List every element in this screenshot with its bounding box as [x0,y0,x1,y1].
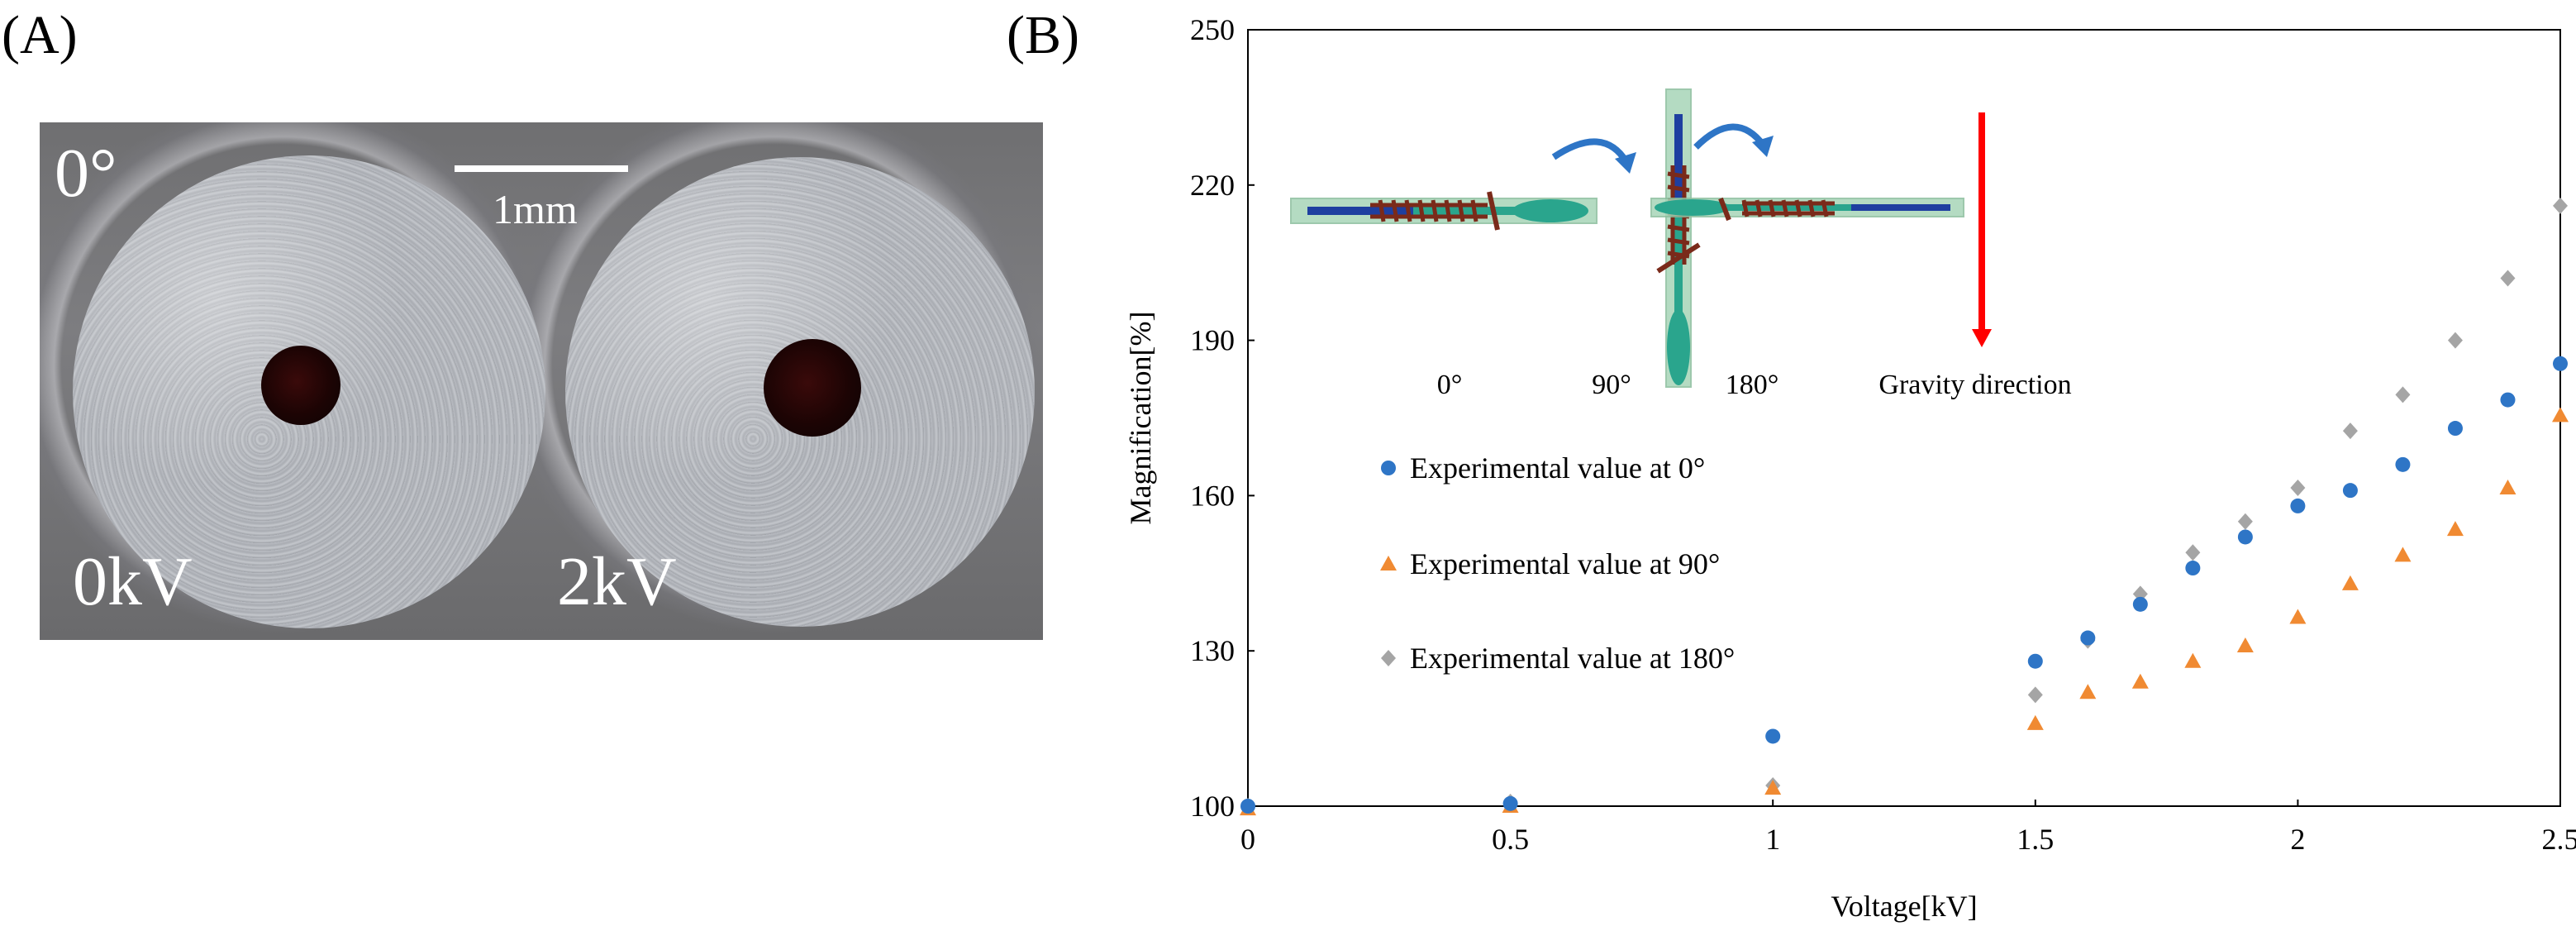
point-circle [1765,728,1781,744]
legend-label: Experimental value at 90° [1410,547,1720,580]
legend-marker-diamond [1381,650,1396,666]
point-circle [2027,653,2043,669]
panel-a-label: (A) [2,5,78,65]
point-circle [2553,356,2568,371]
point-circle [2237,529,2253,545]
rotate-arrow-1-icon [1551,138,1630,165]
point-circle [2395,456,2411,472]
point-triangle [2499,480,2516,495]
gravity-label: Gravity direction [1878,370,2071,400]
x-tick-label: 0.5 [1492,823,1529,856]
coil-0deg [1370,199,1488,222]
point-diamond [2027,686,2043,704]
point-triangle [2131,673,2149,689]
point-diamond [2342,423,2358,440]
point-circle [2447,421,2463,437]
point-triangle [2341,575,2359,590]
point-triangle [2552,407,2569,423]
tube-180deg [1719,204,1859,211]
y-tick-label: 190 [1190,324,1235,357]
magnification-chart: 0 0.5 1 1.5 2 2.5 100 130 160 190 220 250 Voltage[kV… [1107,0,2576,931]
orientation-label-180: 180° [1726,370,1779,400]
left-voltage-label: 0kV [73,543,193,620]
bulb-0deg [1512,199,1588,222]
scale-bar [455,165,628,172]
point-triangle [2026,714,2044,730]
point-diamond [2290,480,2306,497]
point-triangle [2446,521,2464,537]
specimen-photo: 0° 1mm 0kV 2kV [40,122,1043,640]
point-circle [2185,561,2201,576]
orientation-label-90: 90° [1592,370,1631,400]
point-circle [2500,392,2516,408]
y-tick-label: 100 [1190,790,1235,823]
angle-label: 0° [55,135,117,212]
point-circle [2290,498,2306,513]
orientation-label-0: 0° [1437,370,1463,400]
x-tick-label: 1 [1765,823,1780,856]
x-tick-label: 2 [2290,823,2305,856]
chart-svg: 0 0.5 1 1.5 2 2.5 100 130 160 190 220 250 Voltage[kV… [1124,13,2576,923]
lead-180deg [1718,197,1731,222]
point-triangle [2394,547,2412,562]
point-triangle [2079,684,2097,699]
legend-marker-triangle [1380,556,1397,571]
y-tick-label: 130 [1190,634,1235,667]
panel-b-label: (B) [1007,5,1079,65]
plot-frame [1247,29,2561,807]
y-tick-label: 220 [1190,169,1235,202]
data-points [1240,197,2569,816]
legend: Experimental value at 0° Experimental val… [1380,451,1735,675]
point-circle [2132,596,2148,612]
rod-180deg [1851,204,1950,211]
gravity-arrow-icon [1972,329,1992,347]
scale-label: 1mm [493,186,578,232]
point-circle [1502,795,1518,811]
bulb-180deg [1655,199,1731,216]
point-triangle [2289,609,2307,624]
right-hole [764,339,861,437]
coil-180deg [1741,199,1835,217]
legend-marker-circle [1381,461,1396,475]
x-tick-label: 0 [1240,823,1255,856]
x-axis-label: Voltage[kV] [1831,890,1977,923]
point-circle [2342,483,2358,499]
right-voltage-label: 2kV [557,543,677,620]
point-diamond [2395,386,2411,403]
legend-label: Experimental value at 180° [1410,642,1735,675]
point-triangle [2184,652,2202,668]
lead-90deg [1656,242,1701,274]
rotate-arrowhead-2-icon [1752,136,1774,157]
rotate-arrowhead-1-icon [1615,152,1636,174]
x-tick-label: 1.5 [2017,823,2054,856]
point-triangle [2236,637,2254,652]
point-circle [2080,630,2096,646]
orientation-inset: 0° 90° 180° Gravity direction [1290,88,2072,400]
y-tick-label: 250 [1190,13,1235,46]
point-diamond [2500,270,2516,287]
point-circle [1240,799,1255,814]
rod-0deg [1307,207,1423,215]
point-diamond [2553,197,2568,214]
axes: 0 0.5 1 1.5 2 2.5 100 130 160 190 220 250 Voltage[kV… [1124,13,2576,923]
y-tick-label: 160 [1190,479,1235,512]
left-dish [73,155,545,628]
y-axis-label: Magnification[%] [1124,312,1157,525]
point-diamond [2185,544,2201,561]
point-diamond [2447,332,2463,349]
lead-0deg [1487,191,1500,231]
point-triangle [1764,780,1782,795]
bulb-90deg [1667,309,1690,385]
x-tick-label: 2.5 [2542,823,2576,856]
left-hole [261,346,340,425]
point-diamond [2237,513,2253,530]
rod-90deg [1674,114,1683,205]
rotate-arrow-2-icon [1693,123,1767,150]
legend-label: Experimental value at 0° [1410,451,1705,485]
